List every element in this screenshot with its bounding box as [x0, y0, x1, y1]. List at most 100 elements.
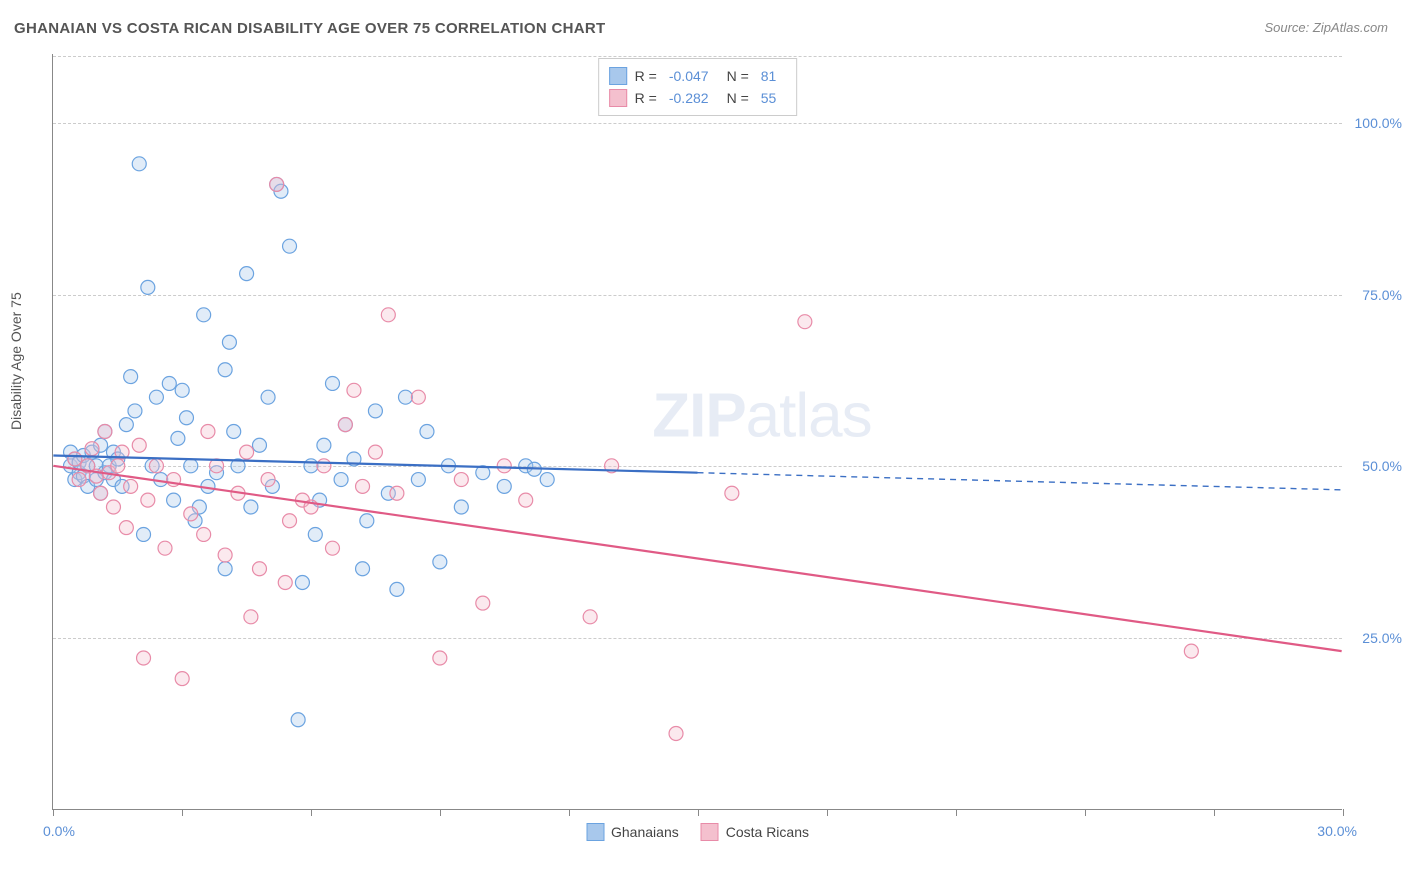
- data-point: [218, 548, 232, 562]
- data-point: [68, 452, 82, 466]
- data-point: [141, 280, 155, 294]
- data-point: [252, 562, 266, 576]
- data-point: [356, 562, 370, 576]
- data-point: [583, 610, 597, 624]
- data-point: [72, 473, 86, 487]
- data-point: [240, 267, 254, 281]
- series-legend: Ghanaians Costa Ricans: [586, 823, 809, 841]
- data-point: [398, 390, 412, 404]
- data-point: [244, 610, 258, 624]
- y-tick-label: 100.0%: [1347, 115, 1402, 131]
- data-point: [261, 390, 275, 404]
- x-tick: [53, 809, 54, 816]
- plot-area: ZIPatlas 25.0%50.0%75.0%100.0% R = -0.04…: [52, 54, 1342, 810]
- data-point: [111, 459, 125, 473]
- data-point: [197, 308, 211, 322]
- y-axis-label: Disability Age Over 75: [8, 292, 24, 430]
- data-point: [317, 459, 331, 473]
- data-point: [175, 672, 189, 686]
- x-tick: [311, 809, 312, 816]
- scatter-svg: [53, 54, 1342, 809]
- data-point: [137, 651, 151, 665]
- data-point: [725, 486, 739, 500]
- data-point: [171, 431, 185, 445]
- data-point: [119, 418, 133, 432]
- legend-item-costa-ricans: Costa Ricans: [701, 823, 809, 841]
- data-point: [119, 521, 133, 535]
- data-point: [420, 425, 434, 439]
- data-point: [240, 445, 254, 459]
- data-point: [347, 383, 361, 397]
- data-point: [278, 576, 292, 590]
- legend-swatch-icon: [609, 89, 627, 107]
- data-point: [476, 596, 490, 610]
- data-point: [124, 370, 138, 384]
- data-point: [433, 651, 447, 665]
- x-tick: [440, 809, 441, 816]
- data-point: [325, 541, 339, 555]
- data-point: [218, 562, 232, 576]
- data-point: [454, 473, 468, 487]
- data-point: [184, 507, 198, 521]
- data-point: [158, 541, 172, 555]
- legend-item-ghanaians: Ghanaians: [586, 823, 679, 841]
- data-point: [106, 500, 120, 514]
- data-point: [149, 390, 163, 404]
- x-axis-max-label: 30.0%: [1317, 823, 1357, 839]
- data-point: [497, 479, 511, 493]
- legend-swatch-icon: [586, 823, 604, 841]
- legend-row-costa-ricans: R = -0.282 N = 55: [609, 87, 787, 109]
- data-point: [175, 383, 189, 397]
- data-point: [433, 555, 447, 569]
- data-point: [149, 459, 163, 473]
- data-point: [132, 157, 146, 171]
- x-tick: [569, 809, 570, 816]
- data-point: [411, 390, 425, 404]
- data-point: [411, 473, 425, 487]
- correlation-chart: GHANAIAN VS COSTA RICAN DISABILITY AGE O…: [0, 0, 1406, 892]
- regression-line: [53, 466, 1341, 651]
- data-point: [141, 493, 155, 507]
- data-point: [227, 425, 241, 439]
- data-point: [98, 425, 112, 439]
- data-point: [390, 582, 404, 596]
- data-point: [85, 442, 99, 456]
- data-point: [669, 727, 683, 741]
- data-point: [325, 376, 339, 390]
- data-point: [201, 425, 215, 439]
- data-point: [368, 445, 382, 459]
- data-point: [368, 404, 382, 418]
- data-point: [381, 308, 395, 322]
- x-tick: [1085, 809, 1086, 816]
- legend-swatch-icon: [609, 67, 627, 85]
- y-tick-label: 75.0%: [1347, 287, 1402, 303]
- data-point: [519, 493, 533, 507]
- x-tick: [1343, 809, 1344, 816]
- data-point: [261, 473, 275, 487]
- data-point: [167, 493, 181, 507]
- regression-line-extrapolated: [698, 473, 1342, 490]
- data-point: [137, 527, 151, 541]
- data-point: [283, 239, 297, 253]
- x-tick: [698, 809, 699, 816]
- data-point: [308, 527, 322, 541]
- chart-title: GHANAIAN VS COSTA RICAN DISABILITY AGE O…: [14, 20, 605, 37]
- y-tick-label: 50.0%: [1347, 458, 1402, 474]
- data-point: [283, 514, 297, 528]
- legend-row-ghanaians: R = -0.047 N = 81: [609, 65, 787, 87]
- data-point: [218, 363, 232, 377]
- legend-swatch-icon: [701, 823, 719, 841]
- data-point: [454, 500, 468, 514]
- x-tick: [1214, 809, 1215, 816]
- correlation-legend: R = -0.047 N = 81 R = -0.282 N = 55: [598, 58, 798, 116]
- x-tick: [956, 809, 957, 816]
- data-point: [497, 459, 511, 473]
- x-axis-min-label: 0.0%: [43, 823, 75, 839]
- data-point: [197, 527, 211, 541]
- data-point: [334, 473, 348, 487]
- data-point: [162, 376, 176, 390]
- data-point: [338, 418, 352, 432]
- data-point: [390, 486, 404, 500]
- data-point: [94, 486, 108, 500]
- data-point: [128, 404, 142, 418]
